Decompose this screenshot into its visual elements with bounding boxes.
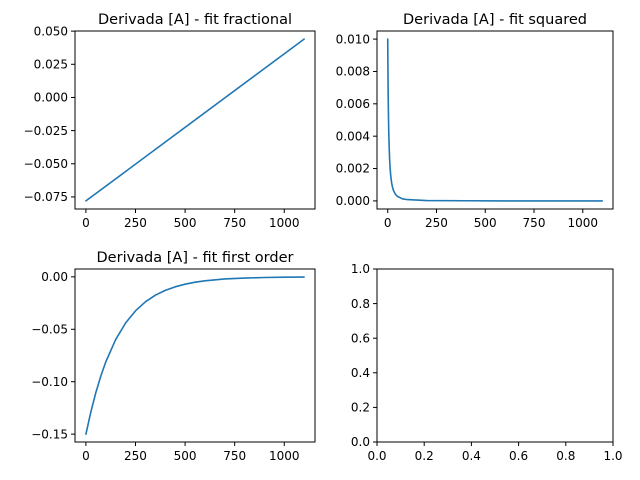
- y-tick-label: 0.8: [351, 297, 370, 311]
- x-tick-label: 500: [474, 216, 497, 230]
- y-tick-label: −0.10: [31, 375, 68, 389]
- x-tick-label: 500: [174, 449, 197, 463]
- subplot-1: 0 250 500 750 1000 −0.075 −0.050 −0.025 0.000 0.0…: [24, 12, 316, 230]
- y-tick-label: 0.000: [336, 194, 370, 208]
- y-tick-label: −0.05: [31, 322, 68, 336]
- x-tick-label: 250: [124, 216, 147, 230]
- y-tick-label: −0.075: [24, 190, 68, 204]
- x-tick-label: 0: [384, 216, 392, 230]
- y-tick-label: 0.004: [336, 129, 370, 143]
- x-tick-label: 1000: [269, 449, 300, 463]
- x-tick-label: 500: [174, 216, 197, 230]
- y-tick-label: −0.025: [24, 124, 68, 138]
- axes-frame: [74, 30, 316, 210]
- y-tick-label: 0.6: [351, 331, 370, 345]
- y-tick-label: 0.010: [336, 32, 370, 46]
- chart-title: Derivada [A] - fit first order: [97, 250, 294, 266]
- y-tick-label: 0.025: [34, 57, 68, 71]
- y-tick-label: 0.000: [34, 91, 68, 105]
- x-tick-label: 1000: [269, 216, 300, 230]
- axes-frame: [376, 268, 614, 443]
- x-tick-label: 0: [82, 216, 90, 230]
- y-tick-label: 0.4: [351, 366, 370, 380]
- chart-title: Derivada [A] - fit fractional: [98, 12, 292, 28]
- chart-title: Derivada [A] - fit squared: [403, 12, 587, 28]
- x-tick-label: 0.2: [415, 449, 434, 463]
- y-tick-label: −0.050: [24, 157, 68, 171]
- subplot-4: 0.0 0.2 0.4 0.6 0.8 1.0 0.0 0.2 0.4 0.6 0.8 1.0: [351, 262, 623, 463]
- subplot-3: 0 250 500 750 1000 −0.15 −0.10 −0.05 0.00 Derivad…: [31, 250, 316, 463]
- y-tick-label: 0.2: [351, 401, 370, 415]
- x-tick-label: 0.4: [462, 449, 481, 463]
- series-line-2-1: [386, 38, 604, 202]
- y-tick-label: 0.050: [34, 24, 68, 38]
- y-tick-label: 0.00: [41, 270, 68, 284]
- axes-frame: [376, 30, 614, 210]
- x-tick-label: 1000: [567, 216, 598, 230]
- x-tick-label: 250: [425, 216, 448, 230]
- series-line-1-1: [85, 38, 305, 202]
- x-tick-label: 1.0: [603, 449, 622, 463]
- x-tick-label: 0: [82, 449, 90, 463]
- y-tick-label: 0.002: [336, 162, 370, 176]
- subplot-2: 0 250 500 750 1000 0.000 0.002 0.004 0.006 0.008 0…: [336, 12, 614, 230]
- y-tick-label: −0.15: [31, 427, 68, 441]
- y-tick-label: 0.008: [336, 65, 370, 79]
- x-tick-label: 750: [223, 449, 246, 463]
- x-tick-label: 750: [223, 216, 246, 230]
- x-tick-label: 750: [523, 216, 546, 230]
- x-tick-label: 250: [124, 449, 147, 463]
- axes-frame: [74, 268, 316, 443]
- x-tick-label: 0.8: [556, 449, 575, 463]
- y-tick-label: 1.0: [351, 262, 370, 276]
- x-tick-label: 0.6: [509, 449, 528, 463]
- series-line-3-1: [85, 276, 305, 435]
- y-tick-label: 0.006: [336, 97, 370, 111]
- x-tick-label: 0.0: [367, 449, 386, 463]
- y-tick-label: 0.0: [351, 435, 370, 449]
